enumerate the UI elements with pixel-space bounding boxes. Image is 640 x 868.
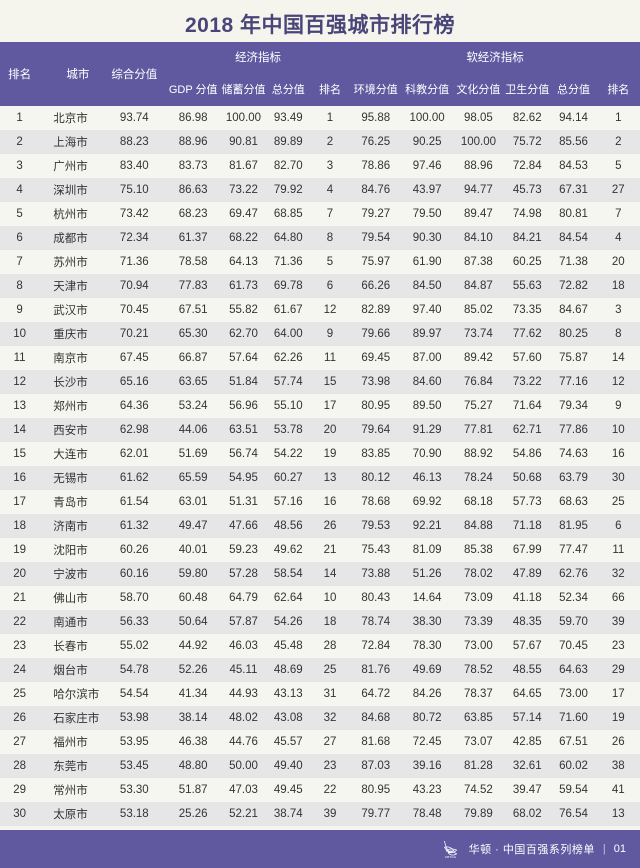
svg-text:CBTGG: CBTGG — [444, 854, 456, 858]
